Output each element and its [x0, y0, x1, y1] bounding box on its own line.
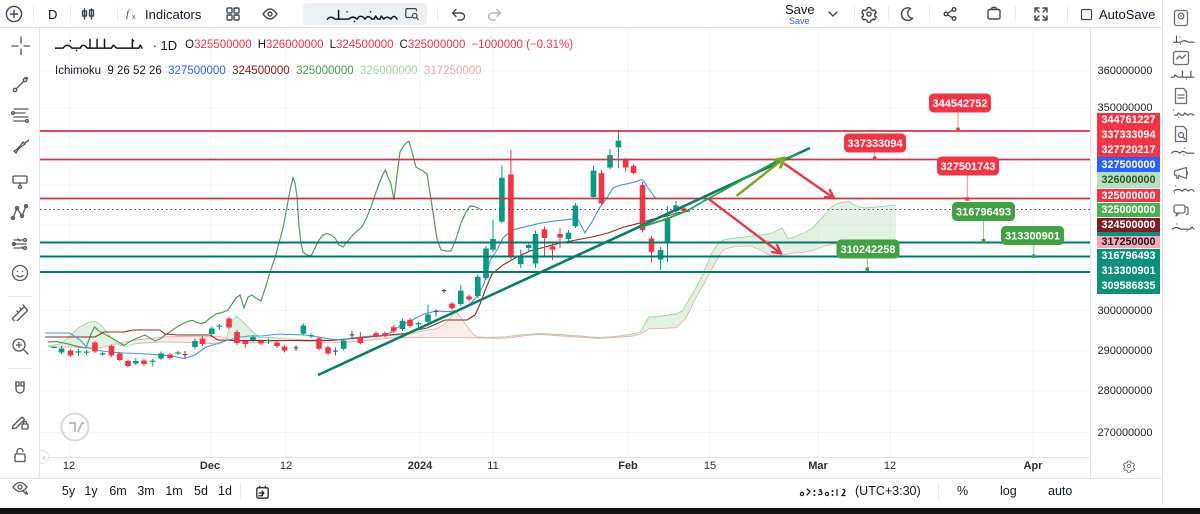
svg-text:310242258: 310242258 [840, 244, 895, 256]
svg-text:344542752: 344542752 [932, 98, 987, 110]
svg-text:337333094: 337333094 [847, 138, 903, 150]
svg-text:f: f [126, 8, 131, 20]
svg-text:316796493: 316796493 [956, 207, 1011, 219]
svg-text:x: x [132, 14, 136, 21]
svg-text:327501743: 327501743 [940, 161, 995, 173]
svg-text:313300901: 313300901 [1005, 231, 1060, 243]
